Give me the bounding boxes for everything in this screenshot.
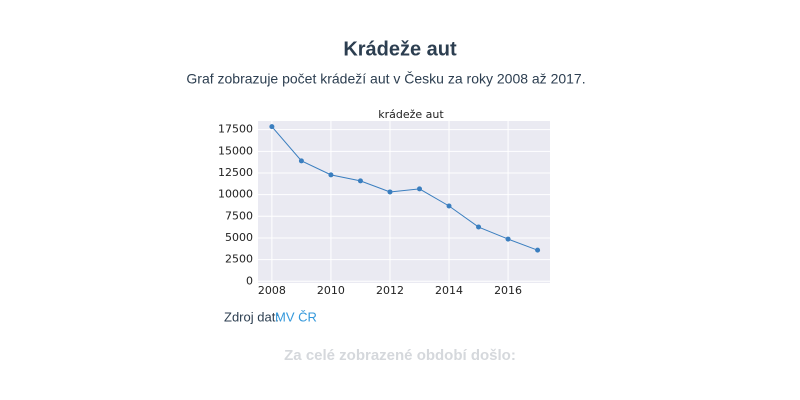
y-tick-label: 17500 [218,123,253,136]
data-point [535,247,541,253]
data-point [328,172,334,178]
chart-title: krádeže aut [378,108,444,121]
footer-text: Za celé zobrazené období došlo: [284,347,516,364]
data-point [357,178,363,184]
chart: 0 2500 5000 7500 10000 12500 15000 17500 2008 201… [218,121,550,297]
data-point [417,186,423,192]
y-tick-label: 12500 [218,166,253,179]
y-tick-label: 5000 [225,231,253,244]
x-tick-label: 2014 [435,284,463,297]
y-tick-label: 15000 [218,144,253,157]
source-link[interactable]: MV ČR [275,309,317,324]
y-tick-label: 10000 [218,188,253,201]
x-tick-label: 2008 [258,284,286,297]
data-point [269,124,275,130]
y-tick-label: 7500 [225,209,253,222]
source-label: Zdroj dat: [224,309,279,324]
data-point [505,236,511,242]
page-title: Krádeže aut [343,38,457,60]
data-point [446,203,452,209]
data-point [387,189,393,195]
x-tick-label: 2010 [317,284,345,297]
y-tick-label: 0 [246,274,253,287]
plot-area [258,121,550,283]
x-tick-label: 2016 [494,284,522,297]
data-point [476,224,482,230]
data-point [298,158,304,164]
description: Graf zobrazuje počet krádeží aut v Česku… [186,71,585,87]
data-line [271,126,538,251]
x-tick-label: 2012 [376,284,404,297]
y-tick-label: 2500 [225,253,253,266]
